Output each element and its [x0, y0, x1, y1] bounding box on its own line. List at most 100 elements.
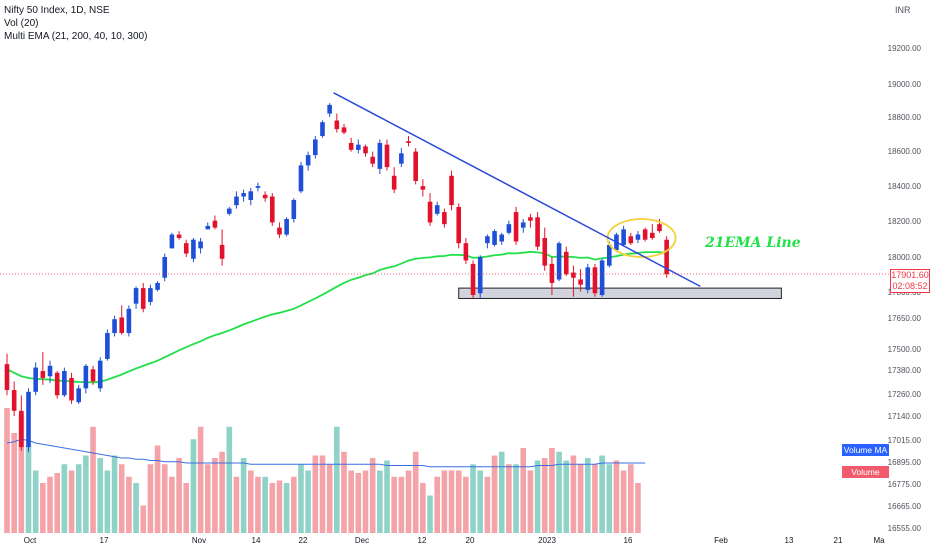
candle-body	[463, 243, 469, 261]
candle-body	[140, 288, 146, 309]
volume-bar	[491, 455, 498, 533]
candle	[427, 193, 433, 226]
candle-body	[427, 201, 433, 223]
candle	[377, 139, 383, 175]
candle	[334, 113, 340, 133]
volume-bar	[448, 470, 455, 533]
candle-body	[226, 208, 232, 214]
candle-body	[592, 267, 598, 294]
candle	[269, 193, 275, 226]
volume-bar	[197, 426, 204, 533]
volume-bar	[549, 448, 555, 533]
candle-body	[212, 220, 218, 228]
candle-body	[62, 371, 67, 396]
volume-bar	[427, 495, 433, 533]
y-tick-label: 18400.00	[888, 182, 922, 191]
candle	[348, 137, 354, 152]
x-tick-label: Nov	[192, 536, 206, 545]
candle-body	[341, 127, 347, 133]
candle	[54, 371, 60, 399]
candle	[449, 170, 454, 211]
volume-bar	[183, 483, 190, 533]
symbol-label[interactable]: Nifty 50 Index, 1D, NSE	[4, 5, 110, 16]
candle-body	[176, 234, 182, 238]
volume-bar	[18, 414, 25, 533]
x-tick-label: Oct	[24, 536, 37, 545]
candle	[76, 384, 81, 404]
candle	[191, 237, 196, 263]
volume-bar	[470, 464, 476, 533]
candle-body	[40, 371, 46, 378]
ema-indicator-label[interactable]: Multi EMA (21, 200, 40, 10, 300)	[4, 31, 148, 42]
candle-body	[305, 155, 311, 166]
x-tick-label: 17	[100, 536, 109, 545]
volume-bar	[32, 470, 39, 533]
y-tick-label: 17140.00	[888, 412, 922, 421]
candle-body	[492, 231, 497, 245]
candle-body	[334, 120, 340, 130]
candle	[219, 229, 225, 266]
candle-body	[363, 146, 368, 154]
candle-body	[456, 206, 462, 244]
candle	[391, 167, 397, 194]
candle-body	[599, 260, 605, 296]
x-tick-label: 16	[624, 536, 633, 545]
ema21-line	[6, 250, 667, 384]
volume-bar	[484, 476, 491, 533]
candle-body	[406, 141, 411, 143]
volume-bar	[326, 464, 333, 533]
volume-bar	[377, 470, 383, 533]
candle	[119, 305, 125, 335]
candle	[384, 139, 390, 171]
candle-body	[485, 236, 490, 244]
x-tick-label: 14	[252, 536, 261, 545]
x-axis[interactable]: Oct 17 Nov 14 22 Dec 12 20 2023 16 Feb 13 21 Ma	[24, 536, 885, 545]
candle-body	[391, 175, 397, 190]
volume-bar	[133, 483, 139, 533]
candle	[133, 286, 139, 309]
volume-indicator-label[interactable]: Vol (20)	[4, 18, 39, 29]
ema-annotation-text: 21EMA Line	[705, 235, 801, 251]
last-price-tag: 17901.60 02:08:52	[890, 269, 930, 293]
candle	[650, 224, 655, 240]
candle	[205, 222, 211, 230]
volume-bar	[319, 455, 326, 533]
candle-body	[635, 234, 641, 240]
candle-body	[499, 234, 505, 242]
candle-body	[642, 229, 648, 240]
volume-bar	[75, 464, 82, 533]
candle	[492, 229, 497, 247]
candle	[148, 284, 153, 306]
candle	[198, 237, 203, 254]
volume-bar	[126, 476, 132, 533]
candle-body	[11, 390, 17, 411]
candle-body	[219, 244, 225, 259]
volume-bar	[592, 464, 598, 533]
volume-layer	[4, 408, 641, 533]
candle-body	[370, 156, 375, 164]
volume-bar	[104, 470, 111, 533]
volume-ma-layer	[6, 438, 646, 468]
candle	[97, 357, 103, 392]
candle-body	[19, 410, 24, 448]
candle-body	[556, 243, 562, 280]
candle-body	[133, 288, 139, 304]
candle-body	[413, 151, 418, 181]
volume-bar	[298, 464, 304, 533]
candle-body	[449, 175, 454, 206]
y-tick-label: 18000.00	[888, 253, 922, 262]
x-tick-label: 21	[834, 536, 843, 545]
candle-body	[83, 365, 89, 389]
candle	[621, 225, 626, 247]
volume-bar	[434, 476, 440, 533]
volume-bar	[247, 470, 254, 533]
y-tick-label: 16555.00	[888, 524, 922, 533]
candle-body	[54, 372, 60, 396]
y-axis[interactable]: 19200.00 19000.00 18800.00 18600.00 18400.00…	[888, 44, 922, 533]
volume-bar	[233, 476, 240, 533]
volume-bar	[276, 480, 283, 533]
candle-body	[105, 333, 110, 359]
candle	[19, 395, 24, 451]
candle-body	[4, 364, 10, 391]
